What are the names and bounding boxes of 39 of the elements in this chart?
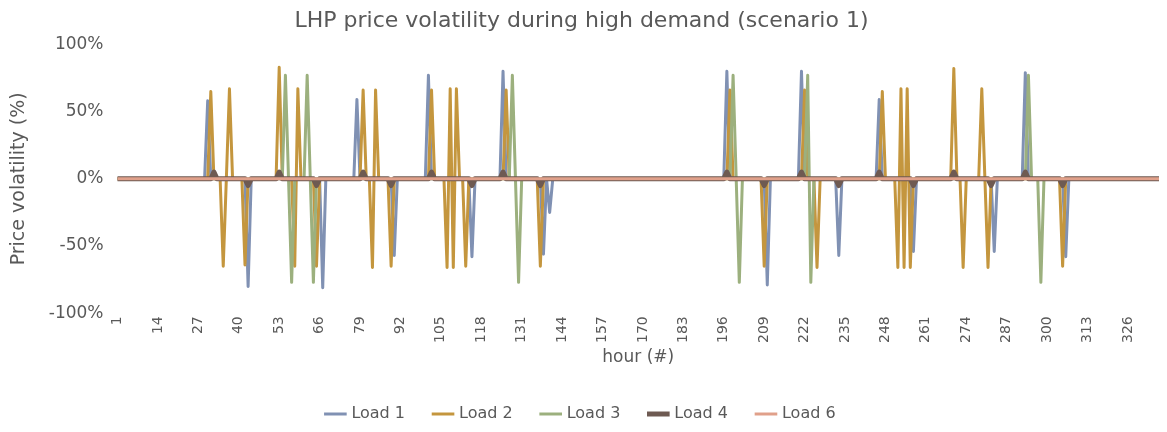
x-tick-label: 300 (1037, 316, 1054, 344)
x-tick-label: 170 (633, 316, 650, 344)
x-tick-label: 131 (512, 316, 529, 344)
x-tick-label: 326 (1118, 316, 1135, 344)
x-tick-label: 79 (350, 316, 367, 335)
x-tick-label: 235 (835, 316, 852, 344)
legend-label: Load 4 (674, 403, 728, 423)
y-tick-label: 50% (65, 100, 104, 121)
x-tick-label: 274 (956, 316, 973, 344)
x-tick-label: 27 (189, 316, 206, 335)
y-tick-label: 0% (76, 167, 104, 188)
legend-label: Load 1 (351, 403, 406, 423)
legend-label: Load 2 (459, 403, 513, 423)
x-tick-label: 144 (552, 316, 569, 344)
x-tick-label: 92 (391, 316, 408, 335)
x-tick-label: 66 (310, 316, 327, 335)
x-tick-label: 287 (997, 316, 1014, 344)
chart-title: LHP price volatility during high demand (scenario 1) (294, 6, 869, 32)
legend-label: Load 3 (566, 403, 621, 423)
x-axis-title: hour (#) (602, 346, 675, 367)
x-tick-label: 157 (593, 316, 610, 344)
y-axis-title: Price volatility (%) (6, 92, 29, 266)
x-tick-label: 261 (916, 316, 933, 344)
y-tick-label: -100% (48, 301, 104, 322)
x-tick-label: 222 (795, 316, 812, 344)
x-tick-label: 53 (269, 316, 286, 335)
x-tick-label: 1 (108, 316, 125, 326)
x-tick-label: 209 (754, 316, 771, 344)
x-tick-label: 248 (876, 316, 893, 344)
y-tick-label: 100% (54, 32, 104, 53)
x-tick-label: 313 (1078, 316, 1095, 344)
y-tick-label: -50% (59, 234, 104, 255)
x-tick-label: 14 (148, 316, 165, 335)
x-tick-label: 196 (714, 316, 731, 344)
legend-label: Load 6 (781, 403, 836, 423)
x-tick-label: 105 (431, 316, 448, 344)
x-tick-label: 118 (471, 316, 488, 344)
x-tick-label: 183 (673, 316, 690, 344)
x-tick-label: 40 (229, 316, 246, 335)
